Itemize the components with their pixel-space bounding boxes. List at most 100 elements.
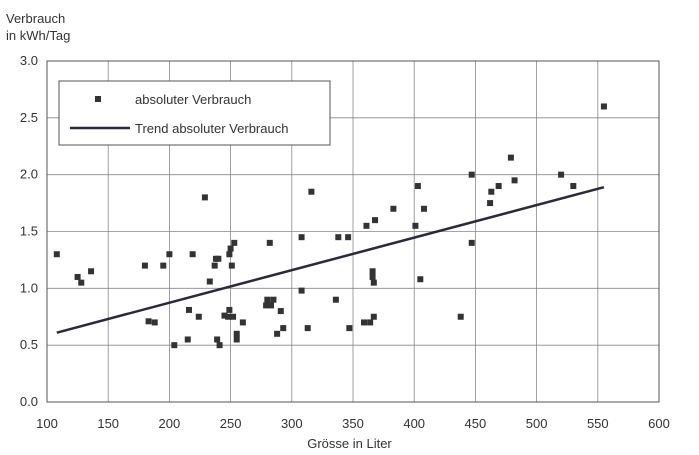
x-tick-label: 450 [465, 416, 487, 431]
data-point [468, 171, 475, 178]
x-tick-label: 300 [281, 416, 303, 431]
data-point [189, 251, 196, 258]
data-point [201, 194, 208, 201]
data-point [390, 205, 397, 212]
data-point [370, 313, 377, 320]
data-point [263, 302, 270, 309]
data-point [264, 296, 271, 303]
data-point [267, 302, 274, 309]
legend-label-trend: Trend absoluter Verbrauch [135, 121, 288, 136]
y-axis-label-line-2: in kWh/Tag [6, 28, 71, 43]
y-tick-label: 3.0 [20, 53, 38, 68]
data-point [214, 336, 221, 343]
data-point [369, 268, 376, 275]
data-point [215, 255, 222, 262]
data-point [78, 279, 85, 286]
data-point [225, 313, 232, 320]
plot-area-frame [46, 60, 660, 403]
x-axis-ticks: 100 150 200 250 300 350 400 450 500 550 600 [36, 416, 670, 431]
trend-line-group [56, 185, 605, 334]
data-point [308, 188, 315, 195]
data-point [145, 318, 152, 325]
data-point [166, 251, 173, 258]
grid-lines [47, 61, 659, 402]
data-point [361, 319, 368, 326]
data-point [457, 313, 464, 320]
data-point [221, 312, 228, 319]
data-point [233, 336, 240, 343]
data-point [414, 183, 421, 190]
data-point [370, 279, 377, 286]
data-point [511, 177, 518, 184]
data-point [171, 342, 178, 349]
legend: absoluter Verbrauch Trend absoluter Verb… [58, 80, 331, 146]
data-point [233, 330, 240, 337]
data-point [226, 251, 233, 258]
data-point [206, 278, 213, 285]
data-point [228, 262, 235, 269]
x-tick-label: 400 [403, 416, 425, 431]
data-point [558, 171, 565, 178]
y-tick-label: 1.5 [20, 224, 38, 239]
legend-box [58, 80, 331, 146]
legend-marker-square [95, 96, 101, 102]
x-tick-label: 250 [220, 416, 242, 431]
y-tick-label: 2.0 [20, 167, 38, 182]
data-point [216, 342, 223, 349]
data-point [600, 103, 607, 110]
y-tick-label: 0.5 [20, 337, 38, 352]
data-point [53, 251, 60, 258]
x-tick-label: 550 [587, 416, 609, 431]
data-point [185, 306, 192, 313]
legend-label-scatter: absoluter Verbrauch [135, 92, 251, 107]
data-point [195, 313, 202, 320]
data-point [346, 325, 353, 332]
data-point [141, 262, 148, 269]
data-point [468, 239, 475, 246]
data-point [280, 325, 287, 332]
data-point [151, 319, 158, 326]
data-point [335, 234, 342, 241]
data-point [211, 262, 218, 269]
y-tick-label: 0.0 [20, 394, 38, 409]
data-point [417, 276, 424, 283]
data-point [304, 325, 311, 332]
data-point [277, 308, 284, 315]
data-point [227, 245, 234, 252]
data-point [160, 262, 167, 269]
data-point [372, 217, 379, 224]
data-point [488, 188, 495, 195]
y-tick-label: 2.5 [20, 110, 38, 125]
x-tick-label: 500 [526, 416, 548, 431]
data-point [230, 313, 237, 320]
data-point [74, 273, 81, 280]
data-point [239, 319, 246, 326]
data-points [53, 103, 607, 349]
data-point [495, 183, 502, 190]
data-point [332, 296, 339, 303]
data-point [298, 234, 305, 241]
data-point [412, 222, 419, 229]
data-point [226, 306, 233, 313]
y-tick-label: 1.0 [20, 280, 38, 295]
data-point [266, 239, 273, 246]
x-tick-label: 200 [159, 416, 181, 431]
x-tick-label: 100 [36, 416, 58, 431]
data-point [487, 200, 494, 207]
data-point [184, 336, 191, 343]
y-axis-label-line-1: Verbrauch [6, 11, 66, 26]
data-point [420, 205, 427, 212]
x-axis-label: Grösse in Liter [307, 436, 392, 451]
data-point [570, 183, 577, 190]
data-point [231, 239, 238, 246]
data-point [298, 287, 305, 294]
data-point [270, 296, 277, 303]
y-axis-ticks: 0.0 0.5 1.0 1.5 2.0 2.5 3.0 [20, 53, 38, 409]
data-point [369, 273, 376, 280]
data-point [274, 330, 281, 337]
data-point [367, 319, 374, 326]
y-axis-label: Verbrauch in kWh/Tag [6, 10, 70, 44]
x-tick-label: 150 [97, 416, 119, 431]
x-tick-label: 600 [648, 416, 670, 431]
